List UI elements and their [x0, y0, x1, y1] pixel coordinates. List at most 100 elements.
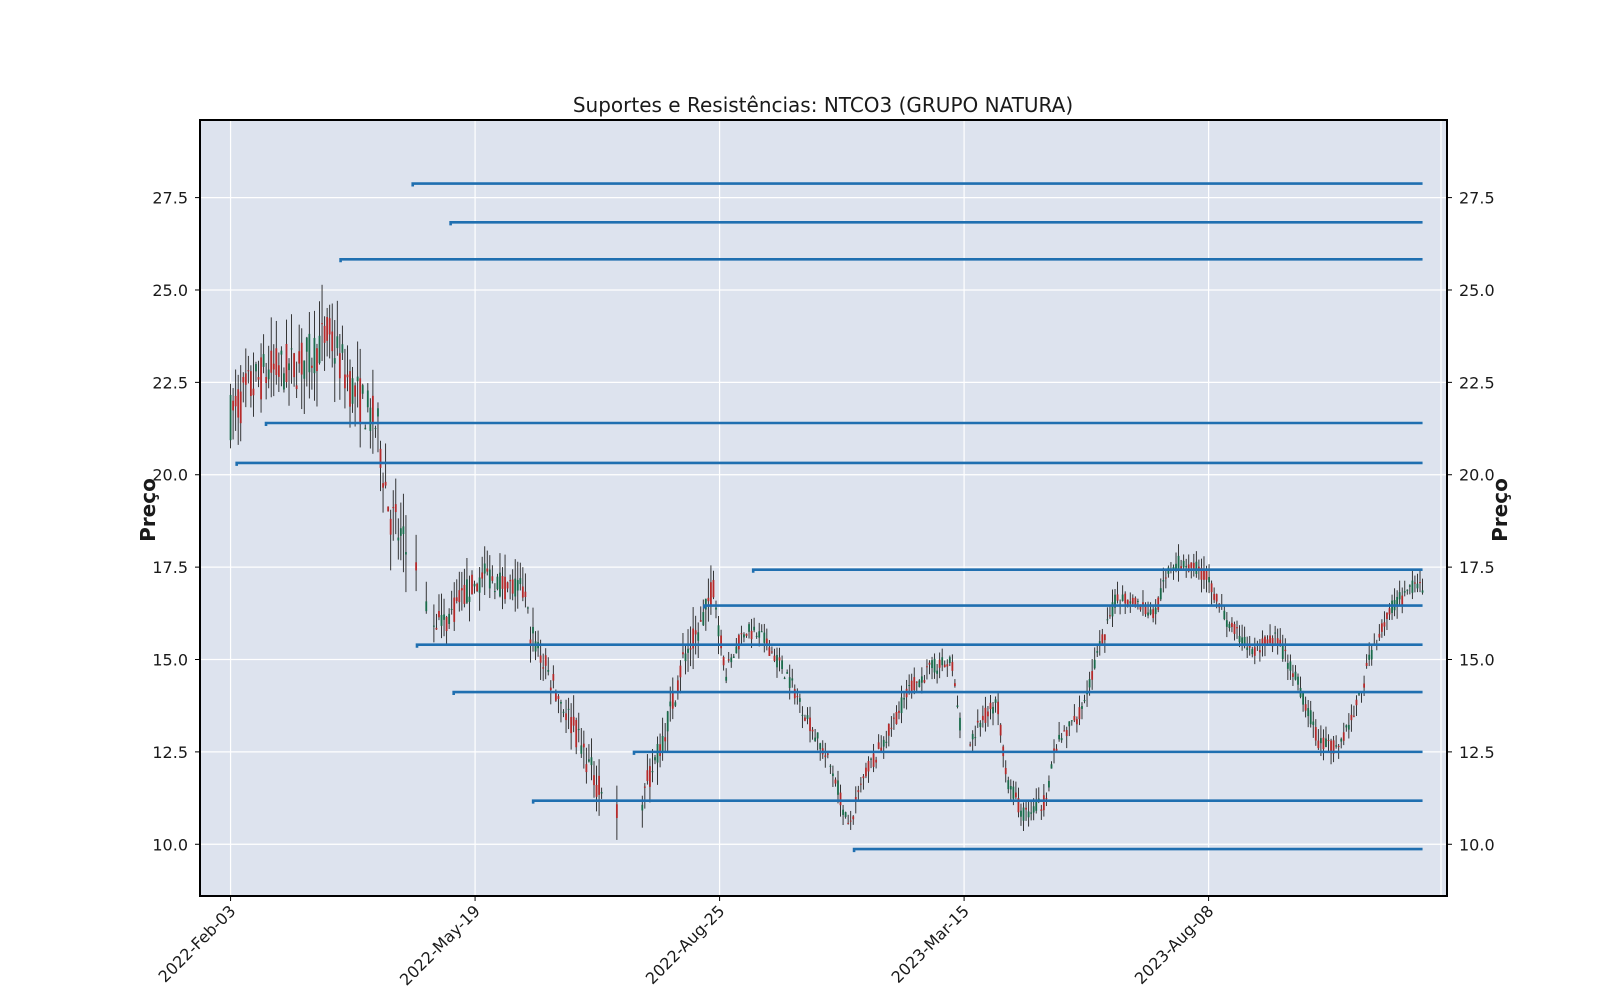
candle-body-413 [1279, 639, 1282, 646]
candle-body-254 [875, 759, 878, 763]
candle-body-297 [984, 707, 987, 723]
candle-body-320 [1042, 795, 1045, 811]
candle-body-332 [1073, 715, 1076, 721]
candle-body-67 [399, 528, 402, 536]
candle-body-466 [1414, 582, 1416, 584]
x-tick-label-3: 2023-Mar-15 [888, 901, 973, 986]
candle-body-301 [994, 699, 997, 703]
candle-body-286 [956, 705, 959, 707]
candle-body-308 [1012, 786, 1015, 799]
candle-body-198 [732, 656, 735, 658]
candle-body-234 [824, 755, 827, 758]
candle-body-34 [316, 348, 318, 372]
candle-body-407 [1264, 636, 1266, 646]
candle-body-64 [392, 507, 395, 509]
candle-body-58 [377, 408, 379, 417]
candle-body-84 [443, 614, 445, 620]
candle-body-339 [1091, 671, 1094, 680]
candle-body-162 [641, 804, 644, 811]
candle-body-325 [1055, 748, 1058, 753]
candle-body-462 [1403, 591, 1406, 593]
y-tick-label-left-3: 17.5 [152, 558, 188, 577]
candle-body-468 [1419, 582, 1421, 584]
candle-body-204 [748, 624, 750, 632]
candle-body-38 [326, 317, 329, 341]
candle-body-190 [712, 579, 715, 598]
candle-body-252 [870, 758, 872, 760]
candle-body-345 [1106, 619, 1109, 621]
candle-body-181 [689, 648, 692, 650]
candle-body-271 [918, 680, 921, 687]
candle-body-360 [1144, 605, 1147, 615]
candle-body-372 [1175, 563, 1177, 570]
candle-body-211 [765, 638, 768, 646]
candle-body-62 [387, 506, 390, 512]
candle-body-388 [1215, 594, 1218, 602]
candle-body-95 [471, 574, 473, 595]
candle-body-374 [1180, 566, 1183, 569]
candle-body-448 [1368, 654, 1371, 660]
candle-body-69 [405, 552, 407, 555]
candle-body-12 [260, 357, 262, 400]
candle-body-195 [725, 676, 728, 681]
candle-body-338 [1088, 679, 1091, 688]
candle-body-434 [1332, 740, 1335, 754]
candle-body-316 [1032, 806, 1035, 813]
candle-body-241 [842, 809, 844, 815]
candle-body-143 [593, 775, 595, 786]
candle-body-405 [1258, 650, 1261, 653]
candle-body-227 [806, 715, 809, 719]
candle-body-427 [1314, 727, 1317, 741]
candle-body-97 [476, 583, 478, 592]
candle-body-96 [473, 583, 476, 587]
candle-body-85 [445, 616, 448, 632]
level-line-9 [632, 750, 1423, 755]
candle-body-422 [1302, 690, 1304, 705]
candle-body-418 [1292, 673, 1294, 677]
level-line-11 [852, 847, 1423, 853]
candle-body-45 [344, 374, 346, 389]
candle-body-250 [865, 767, 867, 777]
candle-body-317 [1035, 800, 1038, 811]
candle-body-123 [542, 667, 545, 669]
candle-body-349 [1116, 594, 1119, 601]
candle-body-15 [267, 369, 270, 380]
candle-body-35 [318, 335, 321, 364]
candle-body-99 [481, 572, 484, 579]
candle-body-199 [735, 646, 738, 654]
candle-body-4 [239, 391, 242, 424]
candle-body-453 [1380, 623, 1383, 632]
candle-body-13 [262, 354, 265, 367]
candle-body-435 [1335, 745, 1338, 747]
candle-body-287 [959, 717, 961, 731]
candle-body-248 [859, 783, 862, 785]
candle-body-354 [1129, 601, 1132, 604]
candle-body-326 [1058, 734, 1061, 740]
candle-body-348 [1114, 594, 1116, 608]
y-tick-label-right-4: 20.0 [1459, 466, 1495, 485]
candle-body-454 [1383, 622, 1386, 627]
candle-body-230 [814, 737, 817, 741]
candle-body-177 [679, 665, 682, 678]
candle-body-28 [300, 342, 303, 375]
candle-body-218 [783, 677, 786, 679]
candle-body-358 [1139, 605, 1142, 610]
candle-body-391 [1223, 610, 1226, 620]
candle-body-98 [478, 577, 481, 593]
candle-body-429 [1319, 738, 1322, 744]
candle-body-469 [1421, 590, 1424, 593]
candle-body-428 [1317, 740, 1320, 749]
candle-body-51 [359, 378, 362, 425]
candle-body-93 [466, 579, 468, 603]
level-line-6 [703, 604, 1423, 609]
candle-body-236 [829, 765, 832, 767]
candle-body-292 [971, 733, 974, 740]
candle-body-137 [577, 728, 580, 731]
candle-body-219 [786, 672, 789, 674]
candle-body-295 [979, 722, 982, 727]
candle-body-359 [1142, 602, 1144, 607]
candle-body-259 [887, 723, 890, 736]
candle-body-419 [1294, 671, 1297, 680]
candle-body-437 [1340, 738, 1343, 742]
x-tick-label-2: 2022-Aug-25 [642, 901, 729, 988]
